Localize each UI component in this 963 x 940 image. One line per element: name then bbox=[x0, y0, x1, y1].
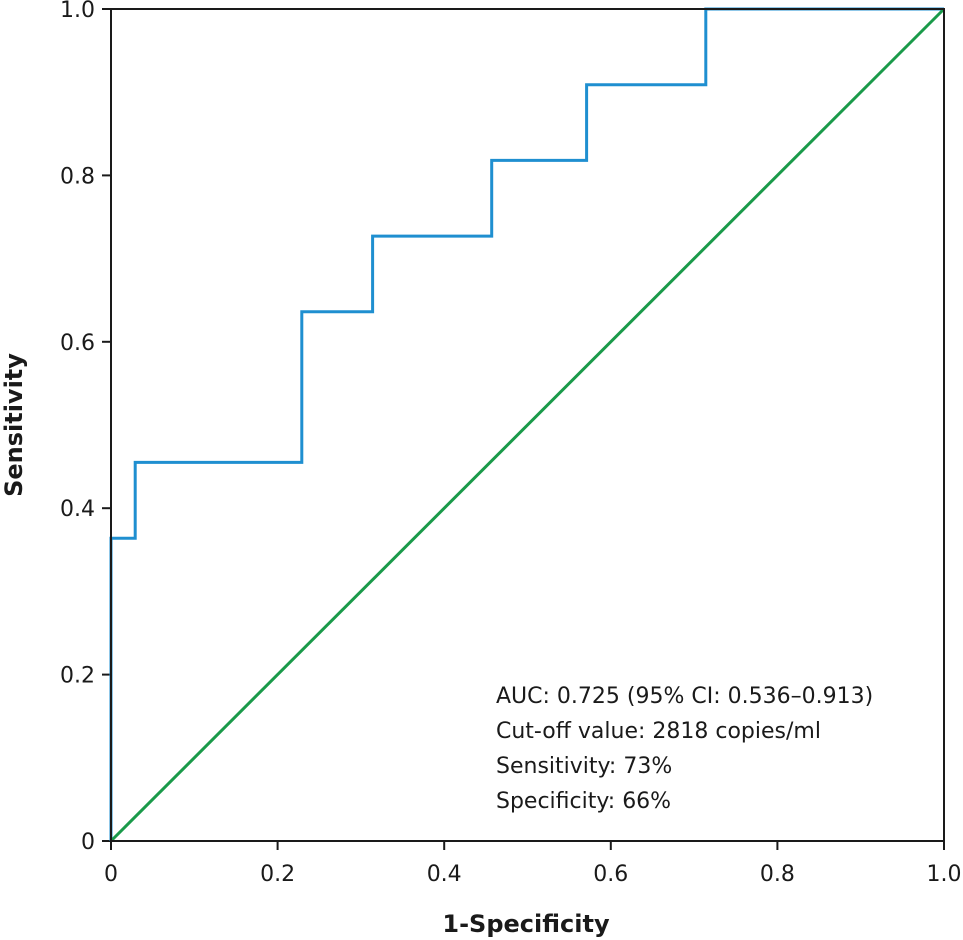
y-axis-title: Sensitivity bbox=[0, 353, 28, 497]
series-layer bbox=[109, 7, 946, 843]
annotation-cutoff: Cut-off value: 2818 copies/ml bbox=[496, 719, 821, 744]
roc-curve bbox=[109, 7, 944, 841]
annotation-specificity: Specificity: 66% bbox=[496, 789, 671, 814]
x-tick-label: 0.2 bbox=[260, 862, 295, 887]
x-tick-label: 0.4 bbox=[427, 862, 462, 887]
y-tick-label: 0 bbox=[81, 830, 95, 855]
y-tick-label: 0.6 bbox=[60, 331, 95, 356]
annotation-sensitivity: Sensitivity: 73% bbox=[496, 754, 672, 779]
x-axis-title: 1-Specificity bbox=[442, 910, 610, 938]
x-tick-label: 0.8 bbox=[760, 862, 795, 887]
y-tick-label: 0.2 bbox=[60, 664, 95, 689]
y-tick-label: 0.8 bbox=[60, 164, 95, 189]
ticks-layer: 0 0.2 0.4 0.6 0.8 1.0 0 0.2 0.4 0.6 0.8 1.0 bbox=[60, 0, 962, 887]
reference-diagonal bbox=[109, 7, 946, 843]
plot-frame bbox=[110, 8, 945, 842]
x-tick-label: 0.6 bbox=[593, 862, 628, 887]
x-tick-label: 0 bbox=[104, 862, 118, 887]
annotation-auc: AUC: 0.725 (95% CI: 0.536–0.913) bbox=[496, 684, 873, 709]
x-tick-label: 1.0 bbox=[927, 862, 962, 887]
y-tick-label: 0.4 bbox=[60, 497, 95, 522]
y-tick-label: 1.0 bbox=[60, 0, 95, 23]
